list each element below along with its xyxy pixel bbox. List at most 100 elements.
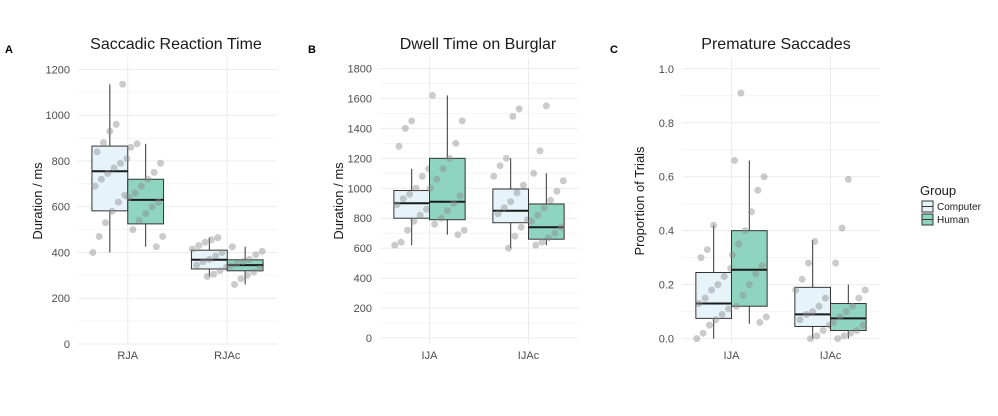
data-point [809,308,817,316]
data-point [815,302,823,310]
data-point [807,335,815,343]
data-point [150,168,158,176]
plot-marks [89,80,266,289]
data-point [821,294,829,302]
y-tick-label: 400 [354,273,372,285]
data-point [152,243,160,251]
data-point [553,187,561,195]
x-tick-labels: RJA RJAc [117,350,241,362]
data-point [131,189,139,197]
data-point [203,273,211,281]
data-point [144,175,152,183]
data-point [710,221,718,229]
x-tick-label: IJA [724,350,741,362]
data-point [490,172,498,180]
data-point [830,318,838,326]
y-tick-label: 0 [64,339,70,351]
data-point [697,254,705,262]
data-point [212,252,220,260]
data-point [792,286,800,294]
data-point [517,223,525,231]
data-point [712,316,720,324]
box-human [127,178,165,225]
data-point [832,259,840,267]
data-point [416,211,424,219]
data-point [739,291,747,299]
data-point [836,313,844,321]
data-point [720,273,728,281]
data-point [530,169,538,177]
data-point [433,175,441,183]
data-point [544,234,552,242]
y-axis-label: Duration / ms [30,162,45,240]
data-point [842,308,850,316]
data-point [119,80,127,88]
data-point [250,268,258,276]
data-point [104,170,112,178]
y-tick-label: 0 [366,333,372,345]
data-point [142,210,150,218]
data-point [99,139,107,147]
data-point [747,208,755,216]
data-point [431,220,439,228]
legend: Group Computer Human [920,183,982,226]
y-tick-label: 1400 [348,123,372,135]
y-tick-label: 0.8 [659,118,674,130]
x-tick-label: IJAc [820,350,842,362]
panel-label-c: C [610,44,618,56]
data-point [714,281,722,289]
data-point [108,207,116,215]
data-point [804,259,812,267]
data-point [849,302,857,310]
data-point [502,154,510,162]
data-point [226,262,234,270]
data-point [243,271,251,279]
y-tick-label: 0.2 [659,280,674,292]
data-point [756,318,764,326]
y-tick-label: 1600 [348,93,372,105]
data-point [536,147,544,155]
y-tick-label: 1200 [46,64,70,76]
x-tick-label: RJA [117,350,138,362]
box-computer [492,188,529,224]
data-point [205,255,213,263]
data-point [406,190,414,198]
data-point [513,189,521,197]
data-point [708,286,716,294]
data-point [705,321,713,329]
y-tick-label: 0.0 [659,334,674,346]
data-point [861,286,869,294]
legend-item-human: Human [921,213,969,226]
data-point [754,186,762,194]
data-point [133,140,141,148]
data-point [540,204,548,212]
x-tick-label: RJAc [214,350,241,362]
data-point [439,165,447,173]
data-point [237,275,245,283]
data-point [728,251,736,259]
data-point [426,184,434,192]
data-point [454,231,462,239]
y-axis-label: Proportion of Trials [632,146,647,256]
data-point [834,335,842,343]
box-human [830,303,867,332]
data-point [844,175,852,183]
data-point [397,238,405,246]
data-point [429,91,437,99]
data-point [195,242,203,250]
data-point [218,248,226,256]
data-point [838,224,846,232]
data-point [210,270,218,278]
box-computer [393,190,430,219]
data-point [245,255,253,263]
y-tick-label: 400 [52,247,70,259]
data-point [693,335,701,343]
data-point [798,275,806,283]
legend-label-human: Human [937,215,969,226]
chart-title: Saccadic Reaction Time [90,36,262,53]
data-point [256,264,264,272]
data-point [701,294,709,302]
data-point [796,316,804,324]
data-point [695,300,703,308]
